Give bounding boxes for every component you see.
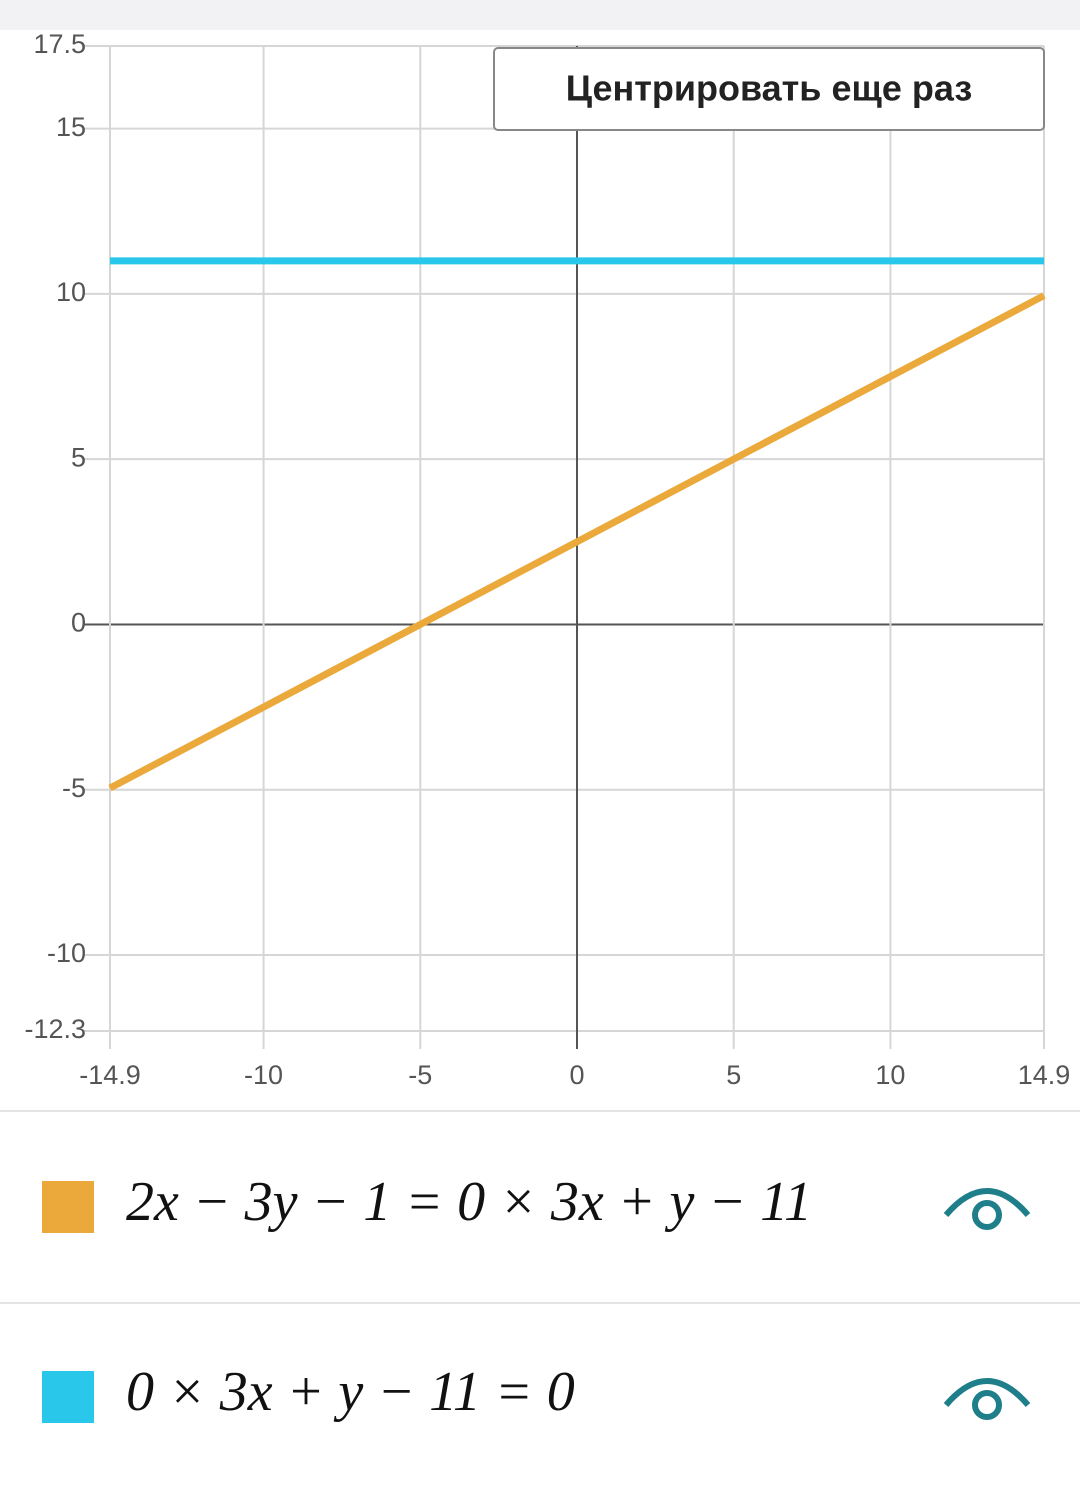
y-tick-label: 15 [56,112,86,142]
visibility-toggle[interactable] [943,1378,1031,1407]
series-line [108,292,1046,792]
x-tick-label: 0 [569,1060,584,1090]
recenter-button[interactable]: Центрировать еще раз [493,47,1045,131]
x-tick-label: 5 [726,1060,741,1090]
legend: 2x − 3y − 1 = 0 × 3x + y − 11 0 × 3x + y … [42,1171,1031,1423]
button-label[interactable]: Центрировать еще раз [566,68,972,109]
top-bar [0,0,1080,30]
x-tick-label: 14.9 [1018,1060,1071,1090]
legend-label: 2x − 3y − 1 = 0 × 3x + y − 11 [126,1171,812,1233]
y-tick-label: 5 [71,442,86,472]
button-box[interactable] [493,47,1045,131]
legend-swatch [42,1181,94,1233]
visibility-toggle-pupil[interactable] [972,1200,1002,1230]
legend-swatch [42,1371,94,1423]
y-tick-label: -10 [47,938,86,968]
x-tick-label: 10 [875,1060,905,1090]
y-tick-label: -12.3 [24,1014,86,1044]
visibility-toggle[interactable] [943,1188,1031,1217]
x-tick-label: -5 [408,1060,432,1090]
y-tick-label: -5 [62,773,86,803]
y-tick-label: 10 [56,277,86,307]
x-tick-label: -14.9 [79,1060,141,1090]
x-tick-label: -10 [244,1060,283,1090]
legend-label: 0 × 3x + y − 11 = 0 [126,1361,575,1423]
y-tick-label: 17.5 [33,29,86,59]
visibility-toggle-pupil[interactable] [972,1390,1002,1420]
plot: -12.3 -10 -5 0 5 10 15 17.5 -14.9 -10 -5 0 5 10 14.9 [24,29,1070,1090]
y-tick-label: 0 [71,608,86,638]
